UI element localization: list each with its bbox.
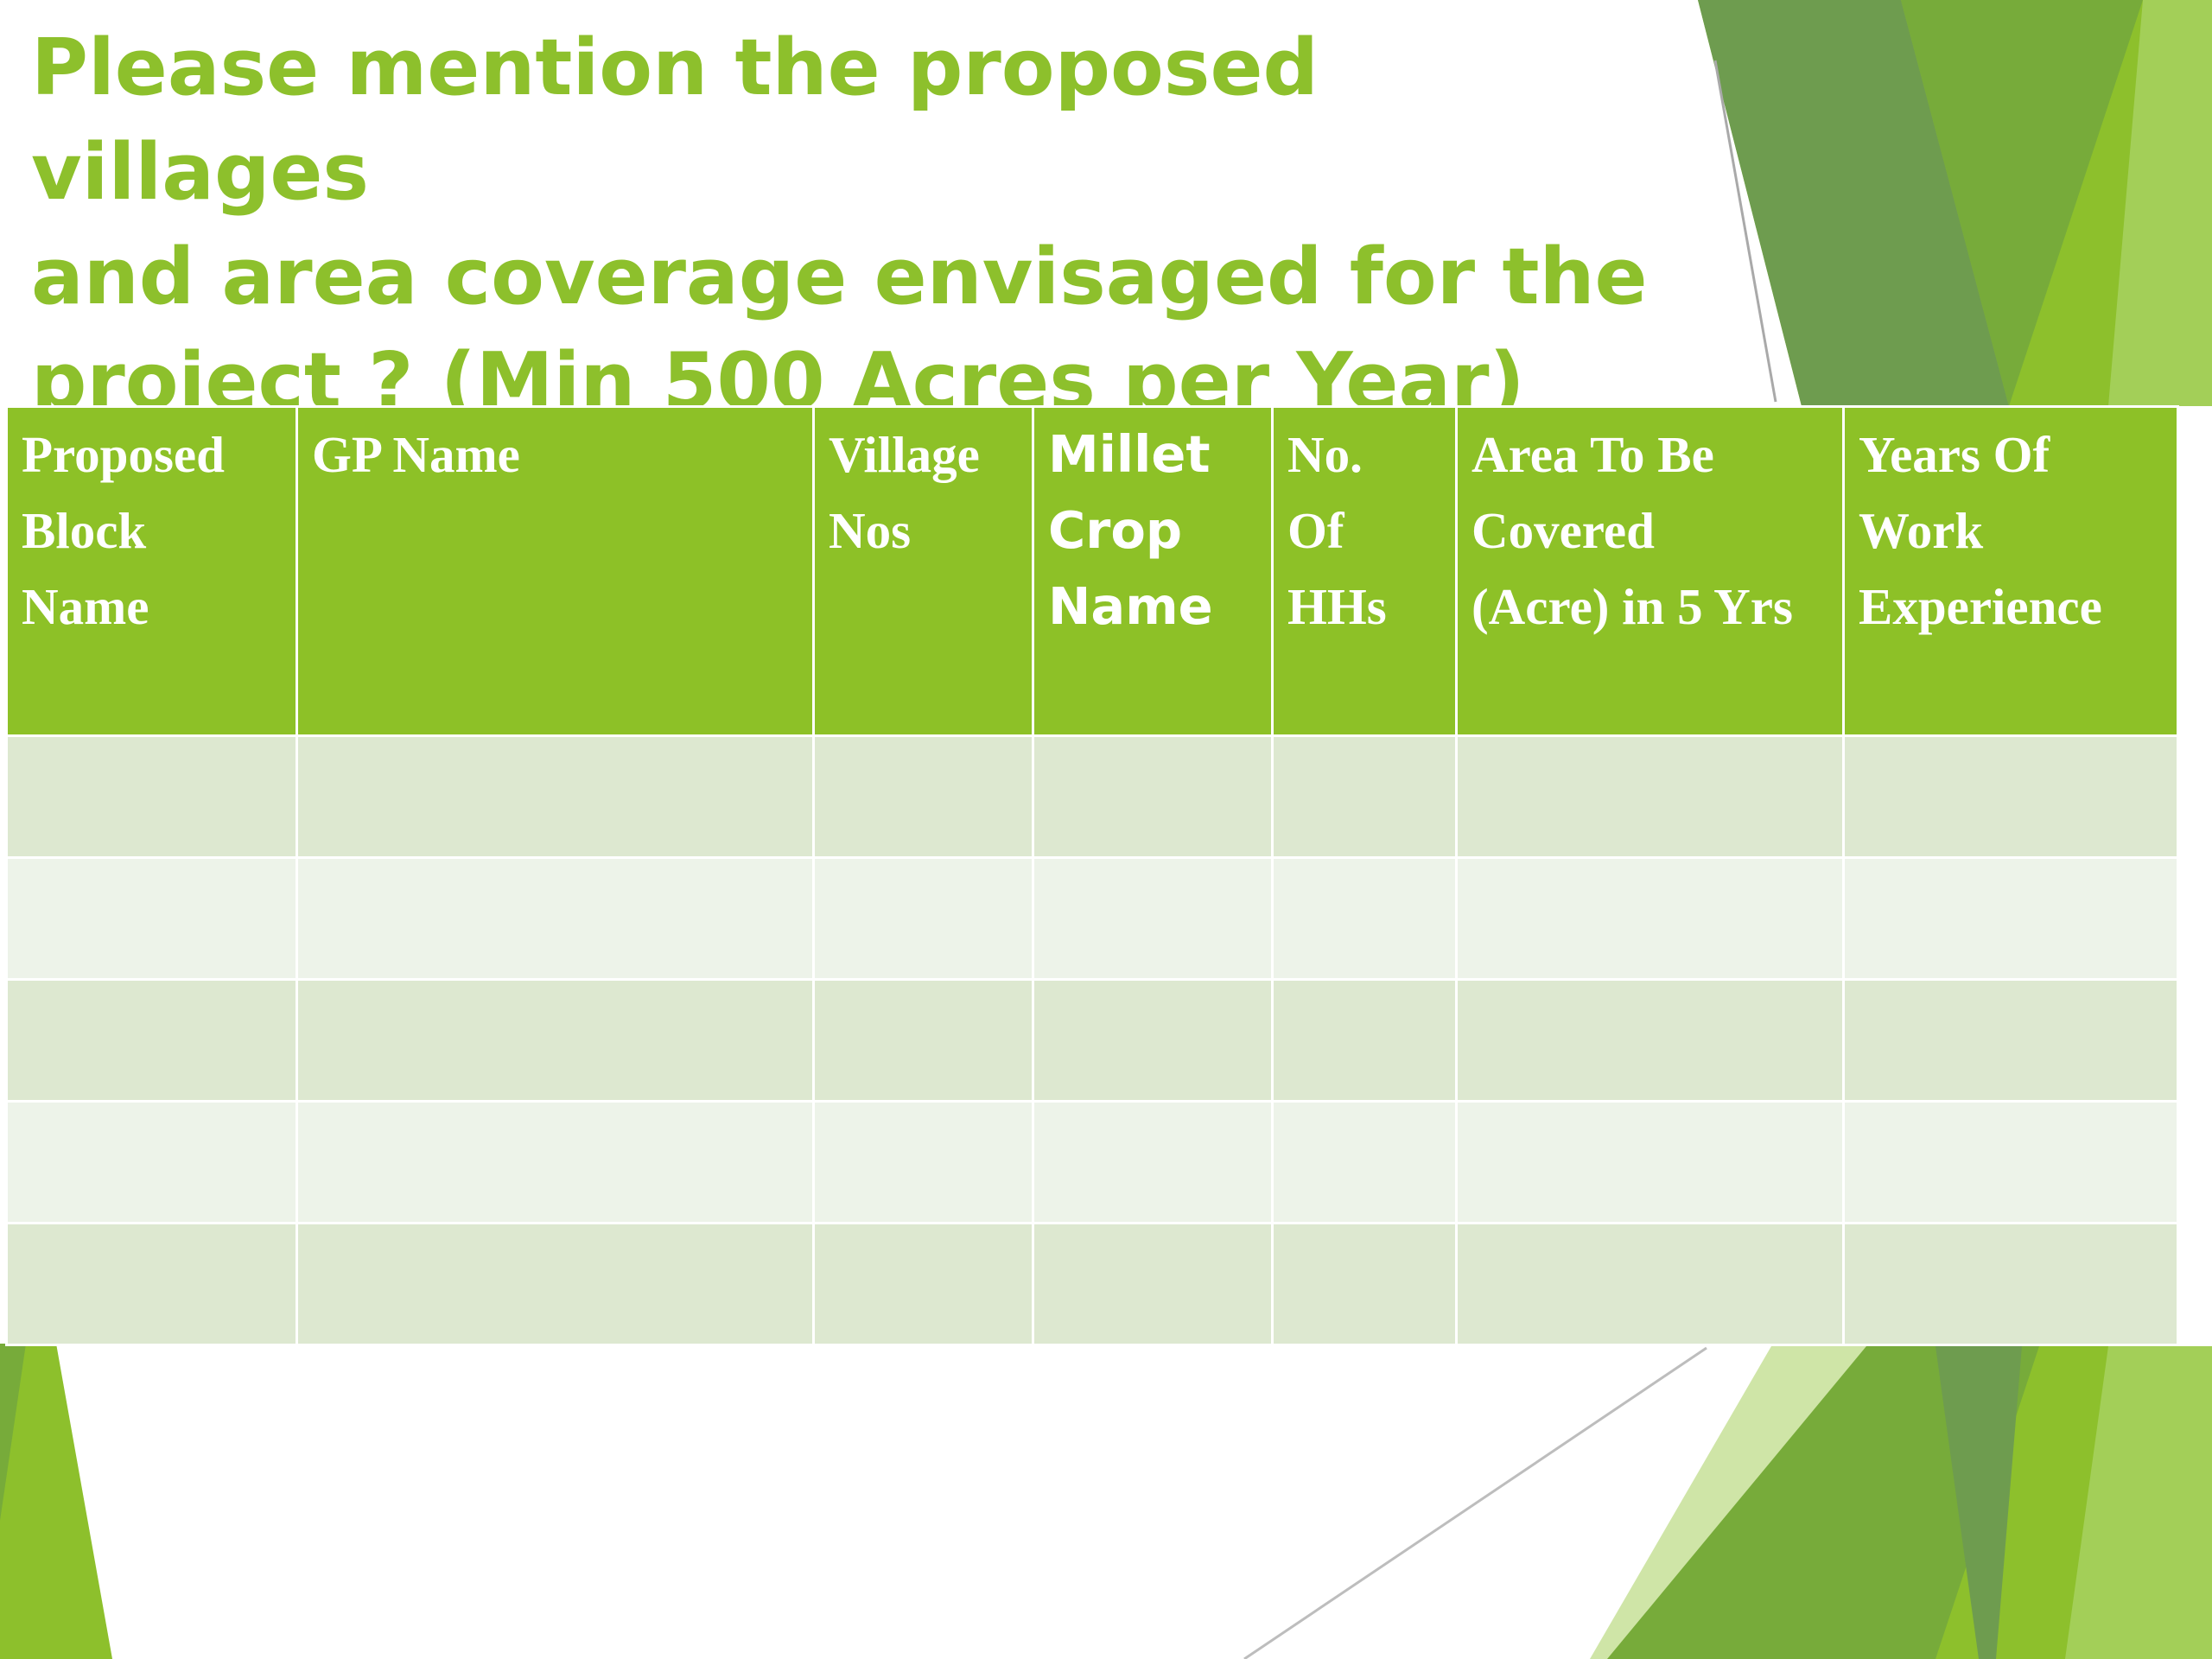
column-header-no-of-hhs: No. Of HHs xyxy=(1271,405,1458,737)
table-cell[interactable] xyxy=(5,734,298,859)
table-cell[interactable] xyxy=(812,856,1034,981)
table-cell[interactable] xyxy=(1842,856,2179,981)
table-cell[interactable] xyxy=(812,1222,1034,1346)
header-row: Proposed Block Name GP Name Village Nos … xyxy=(5,405,2179,737)
decor-facet-top-3 xyxy=(1901,0,2143,406)
village-coverage-table: Proposed Block Name GP Name Village Nos … xyxy=(5,405,2179,1346)
table-cell[interactable] xyxy=(812,734,1034,859)
table-cell[interactable] xyxy=(296,856,815,981)
table-cell[interactable] xyxy=(1842,1222,2179,1346)
column-header-area-to-be-covered: Area To Be Covered (Acre) in 5 Yrs xyxy=(1455,405,1845,737)
table-cell[interactable] xyxy=(1842,734,2179,859)
table-cell[interactable] xyxy=(1271,978,1458,1103)
decor-facet-left xyxy=(0,1344,112,1659)
table-cell[interactable] xyxy=(1842,978,2179,1103)
table-row xyxy=(5,1100,2179,1224)
table-cell[interactable] xyxy=(812,978,1034,1103)
slide-title: Please mention the proposed villages and… xyxy=(31,16,1673,434)
table-cell[interactable] xyxy=(1455,1222,1845,1346)
table-row xyxy=(5,734,2179,859)
table-cell[interactable] xyxy=(1032,734,1274,859)
table-cell[interactable] xyxy=(1271,1100,1458,1224)
column-header-millet-crop-name: Millet Crop Name xyxy=(1032,405,1274,737)
table-cell[interactable] xyxy=(812,1100,1034,1224)
table-cell[interactable] xyxy=(296,1100,815,1224)
table-cell[interactable] xyxy=(1032,1222,1274,1346)
table-cell[interactable] xyxy=(1455,856,1845,981)
table-cell[interactable] xyxy=(1842,1100,2179,1224)
table-cell[interactable] xyxy=(1032,978,1274,1103)
decor-facet-br-4 xyxy=(2065,1346,2212,1659)
table-cell[interactable] xyxy=(1271,1222,1458,1346)
decor-facet-left-dark xyxy=(0,1344,26,1521)
decor-facet-top-4 xyxy=(2108,0,2212,406)
table-cell[interactable] xyxy=(1271,734,1458,859)
table-cell[interactable] xyxy=(1455,978,1845,1103)
table-cell[interactable] xyxy=(1271,856,1458,981)
title-line: Please mention the proposed villages xyxy=(31,22,1319,218)
decor-thin-line-top xyxy=(1713,60,1777,403)
column-header-gp-name: GP Name xyxy=(296,405,815,737)
decor-facet-br-5 xyxy=(1936,1346,2022,1659)
column-header-proposed-block-name: Proposed Block Name xyxy=(5,405,298,737)
table-cell[interactable] xyxy=(1032,1100,1274,1224)
table-cell[interactable] xyxy=(5,1222,298,1346)
table-row xyxy=(5,978,2179,1103)
table-cell[interactable] xyxy=(1455,734,1845,859)
decor-facet-top-2 xyxy=(1698,0,2009,406)
table-cell[interactable] xyxy=(296,734,815,859)
column-header-village-nos: Village Nos xyxy=(812,405,1034,737)
column-header-years-of-work-experience: Years Of Work Experience xyxy=(1842,405,2179,737)
table-cell[interactable] xyxy=(5,856,298,981)
table-cell[interactable] xyxy=(1032,856,1274,981)
table-cell[interactable] xyxy=(1455,1100,1845,1224)
table-cell[interactable] xyxy=(296,978,815,1103)
title-line: and area coverage envisaged for the xyxy=(31,232,1648,322)
table-cell[interactable] xyxy=(5,978,298,1103)
table-row xyxy=(5,856,2179,981)
decor-thin-line-bottom xyxy=(1243,1346,1707,1659)
table-cell[interactable] xyxy=(5,1100,298,1224)
table-cell[interactable] xyxy=(296,1222,815,1346)
table-row xyxy=(5,1222,2179,1346)
